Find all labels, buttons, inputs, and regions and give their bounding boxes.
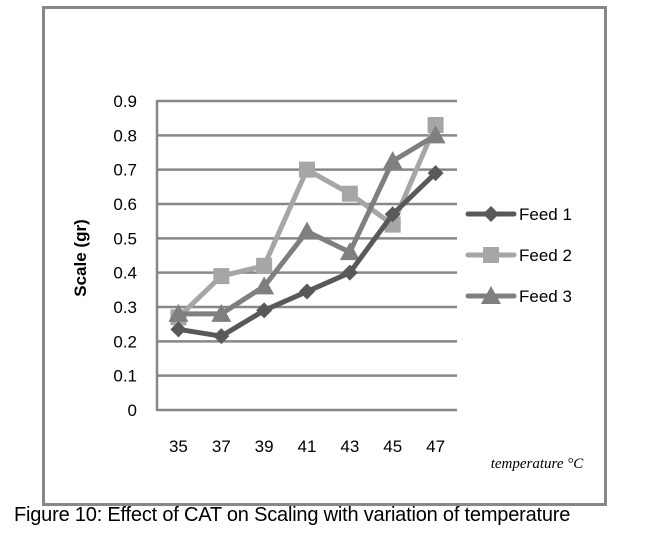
figure-caption: Figure 10: Effect of CAT on Scaling with… bbox=[14, 504, 571, 526]
y-axis-ticks: 0 0.1 0.2 0.3 0.4 0.5 0.6 0.7 0.8 0.9 bbox=[113, 92, 137, 420]
y-tick-label: 0.8 bbox=[113, 126, 137, 145]
data-point bbox=[341, 264, 358, 281]
legend-marker bbox=[483, 206, 499, 222]
legend-item: Feed 3 bbox=[465, 286, 572, 306]
data-point bbox=[299, 283, 315, 300]
data-point bbox=[256, 302, 273, 319]
y-tick-label: 0 bbox=[128, 401, 137, 420]
data-point bbox=[427, 165, 444, 182]
legend-label: Feed 1 bbox=[519, 205, 572, 224]
series-group bbox=[168, 117, 446, 345]
data-point bbox=[341, 185, 358, 202]
data-point bbox=[254, 276, 275, 295]
y-tick-label: 0.9 bbox=[113, 92, 137, 111]
data-point bbox=[384, 206, 401, 223]
legend-label: Feed 2 bbox=[519, 246, 572, 265]
y-tick-label: 0.5 bbox=[113, 229, 137, 248]
x-axis-ticks: 35 37 39 41 43 45 47 bbox=[169, 437, 445, 456]
legend-item: Feed 1 bbox=[465, 205, 572, 224]
y-axis-label: Scale (gr) bbox=[71, 219, 90, 296]
data-point bbox=[170, 321, 187, 338]
y-tick-label: 0.4 bbox=[113, 264, 137, 283]
data-point bbox=[425, 125, 446, 144]
series-feed-1 bbox=[170, 165, 444, 345]
data-point bbox=[256, 257, 273, 274]
data-point bbox=[213, 328, 230, 345]
y-tick-label: 0.3 bbox=[113, 298, 137, 317]
data-point bbox=[427, 117, 444, 134]
legend-marker bbox=[483, 247, 499, 263]
y-tick-label: 0.6 bbox=[113, 195, 137, 214]
data-point bbox=[382, 151, 403, 170]
y-tick-label: 0.1 bbox=[113, 367, 137, 386]
data-point bbox=[213, 268, 230, 285]
legend-label: Feed 3 bbox=[519, 287, 572, 306]
data-point bbox=[211, 303, 232, 322]
y-tick-label: 0.7 bbox=[113, 161, 137, 180]
x-tick-label: 47 bbox=[426, 437, 445, 456]
data-point bbox=[299, 161, 315, 178]
x-tick-label: 45 bbox=[383, 437, 402, 456]
series-feed-3 bbox=[168, 125, 446, 322]
x-tick-label: 37 bbox=[212, 437, 231, 456]
x-tick-label: 35 bbox=[169, 437, 188, 456]
legend: Feed 1 Feed 2 Feed 3 bbox=[465, 205, 572, 306]
x-tick-label: 43 bbox=[340, 437, 359, 456]
x-tick-label: 39 bbox=[255, 437, 274, 456]
data-point bbox=[339, 242, 360, 261]
y-tick-label: 0.2 bbox=[113, 332, 137, 351]
data-point bbox=[168, 303, 189, 322]
x-axis-label: temperature °C bbox=[491, 456, 585, 472]
data-point bbox=[297, 221, 317, 240]
legend-item: Feed 2 bbox=[465, 246, 572, 265]
x-tick-label: 41 bbox=[298, 437, 317, 456]
legend-marker bbox=[481, 286, 501, 304]
